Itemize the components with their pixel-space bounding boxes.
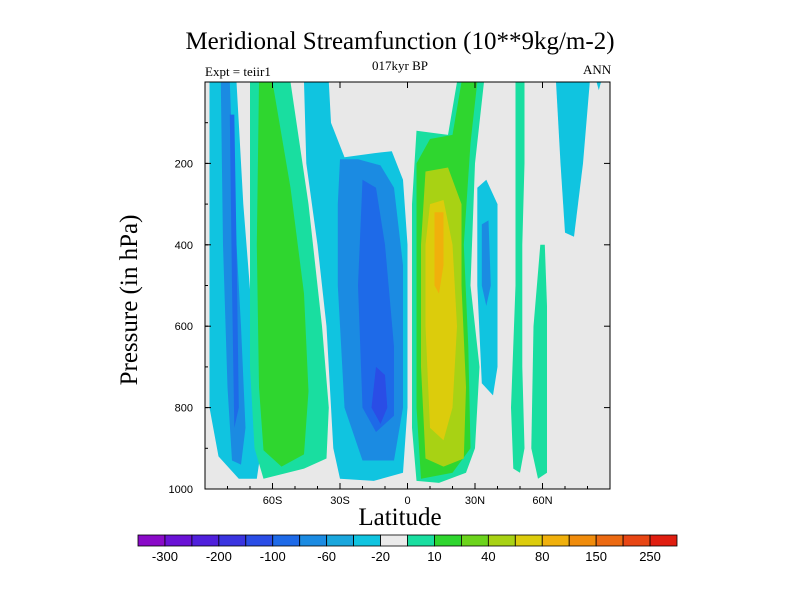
colorbar-box [514,534,543,547]
x-tick-label: 60N [532,495,552,507]
plot-axes: 60S 30S 0 30N 60N 200 400 600 800 1000 [169,81,611,507]
colorbar-label: 250 [639,549,661,564]
contour-region-2 [229,114,239,428]
colorbar-labels: -300 -200 -100 -60 -20 10 40 80 150 250 [152,549,661,564]
contour-region-16 [511,82,525,473]
colorbar-boxes [137,534,678,547]
colorbar-label: -60 [317,549,336,564]
experiment-label: Expt = teiir1 [205,64,271,79]
colorbar-label: -300 [152,549,178,564]
contour-region-7 [358,179,394,432]
colorbar-box [541,534,570,547]
contour-region-8 [371,366,388,424]
chart-title: Meridional Streamfunction (10**9kg/m-2) [185,28,615,55]
colorbar-box [622,534,651,547]
colorbar-label: 80 [535,549,549,564]
contour-region-4 [256,82,309,467]
colorbar-box [191,534,220,547]
contour-region-18 [556,82,590,237]
colorbar-box [649,534,678,547]
colorbar-box [299,534,328,547]
contour-region-15 [481,220,491,306]
colorbar-label: 150 [585,549,607,564]
colorbar-box [164,534,193,547]
colorbar-box [272,534,301,547]
y-tick-label: 1000 [169,484,193,496]
contour-region-17 [531,244,547,479]
colorbar-box [245,534,274,547]
contour-regions [209,82,601,483]
colorbar-box [407,534,435,547]
x-axis-label: Latitude [358,504,442,531]
colorbar-label: 40 [481,549,495,564]
colorbar-box [353,534,381,547]
colorbar-box [487,534,516,547]
contour-region-12 [425,200,457,441]
contour-region-19 [596,82,601,91]
x-tick-label: 0 [404,495,410,507]
y-tick-label: 600 [175,321,193,333]
season-label: ANN [583,62,612,77]
contour-region-13 [434,212,444,294]
chart-subtitle: 017kyr BP [372,58,428,73]
x-tick-label: 30S [330,495,350,507]
colorbar-label: -20 [371,549,390,564]
y-tick-label: 800 [175,403,193,415]
colorbar-label: 10 [427,549,441,564]
y-tick-label: 400 [175,240,193,252]
colorbar-box [434,534,462,547]
colorbar-box [568,534,597,547]
colorbar-label: -200 [206,549,232,564]
colorbar-box [218,534,247,547]
colorbar-label: -100 [260,549,286,564]
colorbar-box [380,534,408,547]
y-tick-label: 200 [175,158,193,170]
colorbar-box [326,534,354,547]
x-tick-label: 30N [465,495,485,507]
colorbar-box [460,534,489,547]
colorbar-box [137,534,166,547]
colorbar-box [595,534,624,547]
x-tick-label: 60S [263,495,283,507]
